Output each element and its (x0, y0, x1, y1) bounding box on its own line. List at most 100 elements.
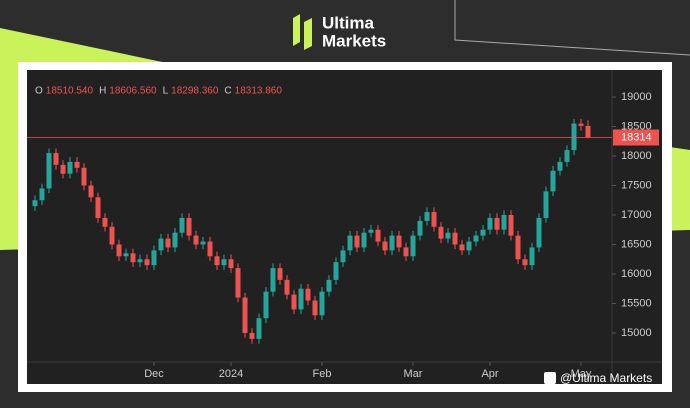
candle-body (368, 229, 374, 233)
candle-body (578, 123, 584, 126)
candle-body (585, 125, 591, 138)
candle-body (564, 150, 570, 162)
candle-body (53, 153, 59, 165)
candle-body (46, 153, 52, 189)
candle-body (536, 217, 542, 248)
y-tick-label: 16000 (621, 268, 652, 280)
ohlc-value: 18313.860 (235, 86, 283, 97)
candle-body (494, 217, 500, 230)
ohlc-header: O 18510.540 H 18606.560 L 18298.360 C 18313.860 (35, 86, 282, 97)
candle-body (305, 288, 311, 301)
candle-body (172, 232, 178, 248)
candle-body (284, 279, 290, 295)
candle-body (207, 241, 213, 257)
x-tick-label: Feb (313, 368, 332, 380)
candle-body (137, 259, 143, 263)
candle-body (186, 217, 192, 236)
candle-body (158, 238, 164, 251)
candle-body (543, 191, 549, 218)
candle-body (165, 238, 171, 248)
candle-body (473, 235, 479, 242)
candle-body (277, 268, 283, 280)
y-tick-label: 15500 (621, 297, 652, 309)
candle-body (130, 253, 136, 263)
plot: 15000 15500 16000 16500 17000 17500 18000 18500… (27, 91, 659, 380)
candle-body (270, 268, 276, 292)
last-price-box (613, 129, 659, 146)
candle-body (102, 217, 108, 227)
candle-body (480, 229, 486, 236)
candle-body (396, 235, 402, 248)
candle-body (116, 244, 122, 257)
candle-body (557, 161, 563, 171)
y-tick-label: 17000 (621, 209, 652, 221)
logo-icon (293, 14, 300, 46)
candle-body (466, 241, 472, 251)
candle-body (438, 226, 444, 239)
candle-body (459, 244, 465, 251)
candle-body (298, 288, 304, 310)
candle-body (123, 253, 129, 257)
candle-body (312, 300, 318, 316)
candle-body (242, 297, 248, 333)
candle-body (256, 318, 262, 339)
candle-body (571, 123, 577, 151)
candle-body (508, 214, 514, 236)
plot-bg (27, 70, 662, 384)
candle-body (74, 161, 80, 168)
y-tick-label: 17500 (621, 179, 652, 191)
candle-body (403, 247, 409, 257)
candle-body (340, 250, 346, 263)
logo: Ultima Markets (293, 13, 386, 50)
candle-body (144, 259, 150, 266)
candle-body (319, 291, 325, 316)
y-tick-label: 15000 (621, 327, 652, 339)
candle-body (179, 217, 185, 233)
candle-body (424, 212, 430, 221)
candle-body (88, 185, 94, 198)
candle-body (501, 214, 507, 230)
candle-body (431, 212, 437, 227)
candle-body (333, 262, 339, 280)
candle-body (193, 235, 199, 245)
candle-body (487, 217, 493, 230)
candle-body (375, 229, 381, 242)
candle-body (522, 259, 528, 266)
candle-body (221, 259, 227, 266)
x-tick-label: Mar (404, 368, 423, 380)
candle-body (361, 232, 367, 248)
ohlc-key: O (35, 86, 43, 97)
candle-body (109, 226, 115, 245)
last-price-label: 18314 (621, 131, 652, 143)
candle-body (151, 250, 157, 266)
candle-body (382, 241, 388, 251)
brand-text: Ultima (322, 13, 375, 32)
watermark: @Ultima Markets (560, 371, 652, 385)
candle-body (326, 279, 332, 292)
candle-body (81, 167, 87, 186)
ohlc-key: H (99, 86, 106, 97)
candle-body (452, 232, 458, 245)
candle-body (249, 332, 255, 339)
candle-body (354, 235, 360, 248)
ohlc-key: C (224, 86, 231, 97)
candle-body (417, 220, 423, 236)
x-tick-label: May (571, 368, 592, 380)
x-tick-label: 2024 (219, 368, 243, 380)
x-tick-label: Dec (144, 368, 164, 380)
y-tick-label: 18000 (621, 150, 652, 162)
ohlc-value: 18298.360 (171, 86, 219, 97)
decor-line (454, 0, 690, 56)
candle-body (228, 259, 234, 269)
candle-body (67, 161, 73, 174)
candle-body (200, 241, 206, 245)
candle-body (60, 164, 66, 174)
candle-body (95, 197, 101, 218)
x-tick-label: Apr (481, 368, 498, 380)
facebook-icon (544, 372, 556, 384)
candle-body (389, 235, 395, 251)
brand-text: Markets (322, 31, 386, 50)
candle-body (529, 247, 535, 266)
candle-body (347, 235, 353, 251)
